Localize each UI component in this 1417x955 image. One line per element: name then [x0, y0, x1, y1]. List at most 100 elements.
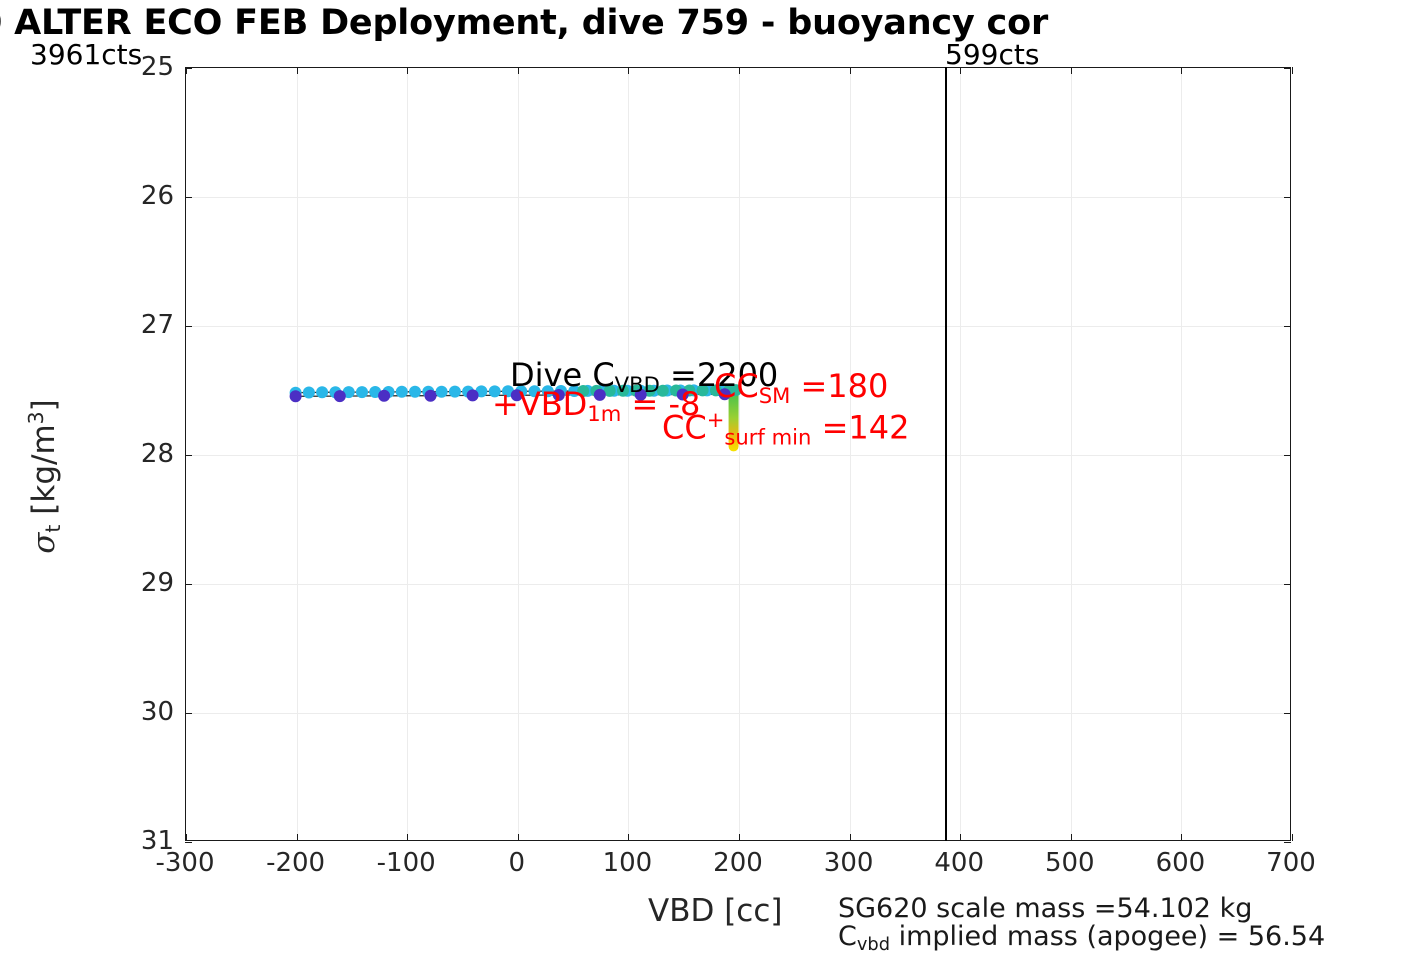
y-tick-label: 27	[140, 310, 174, 340]
x-tick-top	[1181, 67, 1183, 74]
annotation-cc-sm-post: =180	[790, 367, 889, 405]
y-tick	[185, 197, 192, 198]
x-tick-label: -100	[376, 848, 436, 878]
annotation-vbd-1m-pre: +VBD	[492, 385, 588, 423]
x-tick	[739, 834, 740, 841]
y-gridline	[186, 197, 1290, 198]
x-tick-top	[1070, 67, 1072, 74]
footer-implied-mass-sub: vbd	[856, 933, 891, 955]
y-axis-sub: t	[40, 524, 65, 533]
y-tick	[185, 584, 192, 585]
x-tick-label: 300	[823, 848, 874, 878]
annotation-cc-sm-sub: SM	[758, 382, 791, 408]
y-tick-right	[1284, 713, 1291, 714]
footer-implied-mass: Cvbd implied mass (apogee) = 56.54	[838, 921, 1325, 955]
y-tick-right	[1284, 455, 1291, 456]
x-tick	[960, 834, 962, 841]
y-tick-right	[1284, 326, 1291, 327]
footer-implied-mass-post: implied mass (apogee) = 56.54	[890, 921, 1326, 952]
x-tick-top	[849, 67, 851, 74]
y-tick	[185, 713, 192, 714]
x-tick	[186, 834, 187, 841]
x-tick-label: 100	[602, 848, 653, 878]
left-counts-label: 3961cts	[30, 38, 143, 71]
x-tick-label: 700	[1266, 848, 1316, 878]
x-tick	[407, 834, 409, 841]
x-tick-label: 500	[1044, 848, 1095, 878]
x-tick	[1292, 834, 1293, 841]
y-tick-label: 30	[140, 697, 174, 727]
y-tick-label: 28	[140, 439, 174, 469]
x-tick-label: 0	[508, 848, 526, 878]
x-gridline	[960, 68, 962, 840]
vline-599cts	[945, 67, 947, 841]
y-tick	[185, 842, 192, 843]
x-tick	[628, 834, 630, 841]
x-tick-top	[628, 67, 630, 74]
x-tick-label: 600	[1155, 848, 1206, 878]
x-tick	[1181, 834, 1183, 841]
x-tick	[517, 834, 519, 841]
x-tick	[296, 834, 298, 841]
y-tick	[185, 68, 192, 69]
x-tick-top	[1292, 67, 1293, 74]
annotation-vbd-1m-post: = -8	[621, 385, 701, 423]
y-tick-right	[1284, 584, 1291, 585]
x-gridline	[296, 68, 298, 840]
figure-title: 0 ALTER ECO FEB Deployment, dive 759 - b…	[0, 3, 1049, 43]
x-tick-label: 200	[713, 848, 763, 878]
annotation-vbd-1m: +VBD1m = -8	[492, 388, 700, 424]
x-gridline	[407, 68, 409, 840]
y-axis-title: σt [kg/m3]	[24, 399, 65, 554]
y-tick-label: 26	[140, 181, 174, 211]
y-tick-right	[1284, 68, 1291, 69]
y-gridline	[186, 455, 1290, 456]
x-tick-top	[739, 67, 740, 74]
x-tick-top	[186, 67, 187, 74]
y-gridline	[186, 326, 1290, 327]
y-axis-exponent: 3	[23, 411, 48, 425]
y-tick-label: 25	[140, 52, 174, 82]
x-tick-top	[517, 67, 519, 74]
x-gridline	[739, 68, 740, 840]
x-tick	[1070, 834, 1072, 841]
x-gridline	[1181, 68, 1183, 840]
annotation-cc-sm: CCSM =180	[714, 370, 888, 406]
x-tick-top	[407, 67, 409, 74]
x-tick-top	[960, 67, 962, 74]
annotation-cc-surf-sup: +	[706, 407, 725, 432]
annotation-vbd-1m-sub: 1m	[587, 400, 622, 426]
y-tick-right	[1284, 197, 1291, 198]
x-tick-label: 400	[934, 848, 985, 878]
y-tick-right	[1284, 842, 1291, 843]
x-tick-label: -300	[155, 848, 215, 878]
annotation-cc-surf-sub: surf min	[724, 424, 812, 450]
annotation-dive-cvbd-post: =2200	[659, 356, 779, 394]
right-counts-label: 599cts	[945, 38, 1040, 71]
x-gridline	[1070, 68, 1072, 840]
y-axis-units: [kg/m	[26, 424, 63, 525]
x-gridline	[628, 68, 630, 840]
x-tick-label: -200	[266, 848, 326, 878]
annotation-cc-surf-post: =142	[811, 408, 910, 447]
y-tick-label: 31	[140, 826, 174, 856]
footer-scale-mass: SG620 scale mass =54.102 kg	[838, 893, 1253, 924]
annotation-dive-cvbd-pre: Dive C	[510, 356, 615, 394]
y-axis-close-bracket: ]	[26, 399, 63, 412]
y-tick	[185, 326, 192, 327]
annotation-dive-cvbd-sub: VBD	[614, 371, 660, 397]
annotation-cc-sm-pre: CC	[714, 367, 759, 405]
footer-implied-mass-pre: C	[838, 921, 857, 952]
x-tick	[849, 834, 851, 841]
y-tick	[185, 455, 192, 456]
x-axis-title: VBD [cc]	[648, 893, 783, 929]
y-gridline	[186, 713, 1290, 714]
x-tick-top	[296, 67, 298, 74]
y-gridline	[186, 584, 1290, 585]
x-gridline	[849, 68, 851, 840]
annotation-dive-cvbd: Dive CVBD =2200	[510, 359, 778, 395]
plot-area[interactable]	[185, 67, 1293, 843]
x-gridline	[517, 68, 519, 840]
y-tick-label: 29	[140, 568, 174, 598]
annotation-cc-surf-min: CC+surf min =142	[662, 409, 909, 448]
